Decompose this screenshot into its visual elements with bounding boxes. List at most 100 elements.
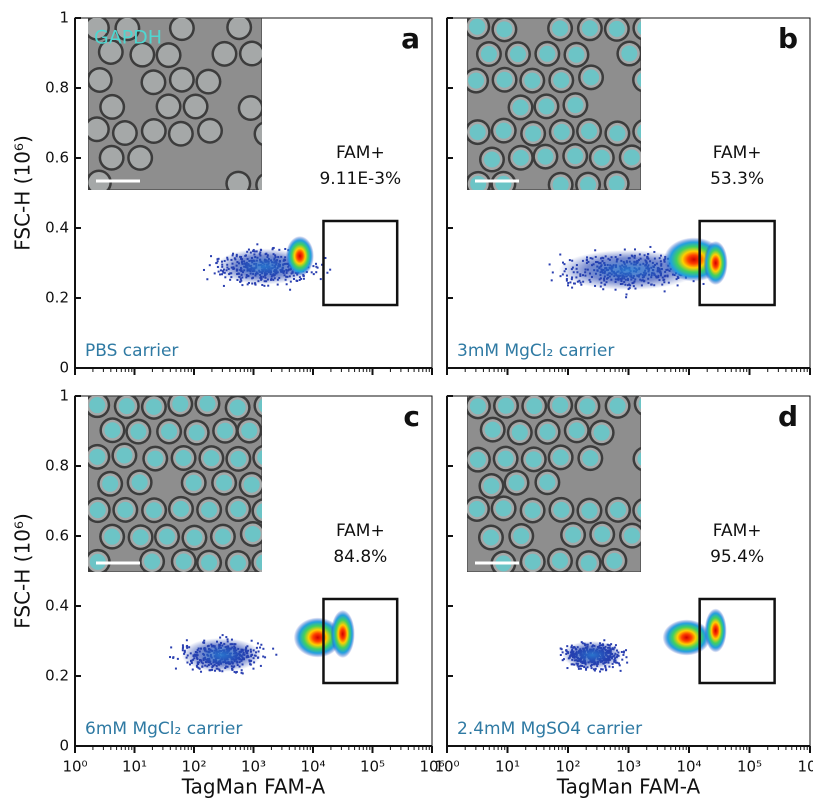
droplet-stain [654, 476, 670, 492]
event-dot [622, 653, 625, 656]
event-dot [561, 261, 564, 264]
event-dot [271, 247, 274, 250]
event-dot [300, 277, 303, 280]
event-dot [579, 667, 582, 670]
panel-letter: b [778, 22, 798, 55]
event-dot [316, 266, 319, 269]
event-dot [208, 264, 211, 267]
droplet-inner [257, 176, 262, 190]
event-dot [289, 280, 292, 283]
droplet-stain [188, 424, 205, 441]
droplet-stain [513, 528, 530, 545]
droplet-inner [143, 120, 165, 142]
event-dot [559, 275, 562, 278]
droplet-stain [594, 526, 611, 543]
droplet-inner [116, 18, 138, 39]
droplet-inner [158, 44, 180, 66]
droplet-stain [538, 98, 555, 115]
droplet-inner [199, 120, 221, 142]
droplet [647, 521, 673, 547]
event-dot [603, 639, 606, 642]
droplet-inner [228, 18, 250, 38]
event-dot [260, 643, 263, 646]
gate-percent: 84.8% [333, 547, 387, 567]
droplet [649, 471, 675, 497]
event-dot [233, 670, 236, 673]
droplet-stain [89, 502, 106, 519]
droplet-stain [89, 397, 106, 414]
droplet-stain [201, 554, 218, 571]
gate-label: FAM+ [713, 521, 762, 541]
event-dot [219, 636, 222, 639]
panel-letter: c [403, 400, 420, 433]
droplet-inner [269, 148, 290, 169]
event-dot [560, 648, 563, 651]
droplet-inner [88, 172, 110, 190]
droplet-stain [552, 176, 569, 190]
droplet-inner [129, 147, 151, 169]
event-dot [600, 668, 603, 671]
droplet-stain [609, 125, 626, 142]
event-dot [571, 286, 574, 289]
droplet [646, 421, 672, 447]
density-cloud [704, 608, 727, 653]
y-tick-label: 0.8 [45, 457, 69, 475]
inset [88, 18, 290, 190]
droplet-stain [483, 151, 500, 168]
droplet-inner [171, 18, 193, 39]
droplet-stain [495, 122, 512, 139]
droplet-stain [552, 449, 569, 466]
event-dot [315, 262, 318, 265]
event-dot [240, 669, 243, 672]
panel: FAM+ 53.3% b 3mM MgCl₂ carrier [446, 17, 811, 375]
gate-label: FAM+ [336, 521, 385, 541]
condition-label: 6mM MgCl₂ carrier [85, 719, 242, 739]
droplet-inner [213, 43, 235, 65]
event-dot [622, 651, 625, 654]
event-dot [172, 656, 175, 659]
droplet-stain [624, 527, 641, 544]
droplet-stain [480, 46, 497, 63]
droplet-stain [470, 175, 487, 190]
droplet-stain [539, 423, 556, 440]
droplet-stain [525, 125, 542, 142]
droplet-stain [483, 478, 500, 495]
droplet-stain [104, 422, 121, 439]
droplet-stain [217, 422, 234, 439]
event-dot [264, 656, 267, 659]
inset [467, 396, 675, 572]
droplet-stain [582, 450, 599, 467]
event-dot [225, 636, 228, 639]
gate [322, 597, 399, 685]
event-dot [614, 288, 617, 291]
droplet-inner [158, 95, 180, 117]
droplet-stain [469, 398, 486, 415]
droplet-stain [580, 176, 597, 190]
y-tick-label: 0 [59, 359, 69, 377]
event-dot [616, 661, 619, 664]
event-dot [256, 243, 259, 246]
condition-label: 2.4mM MgSO4 carrier [457, 719, 642, 739]
event-dot [181, 649, 184, 652]
event-dot [259, 664, 262, 667]
gate [698, 219, 776, 307]
condition-label: 3mM MgCl₂ carrier [457, 341, 614, 361]
density-cloud [703, 241, 728, 285]
y-tick-label: 1 [59, 387, 69, 405]
droplet-stain [583, 69, 600, 86]
event-dot [202, 268, 205, 271]
droplet-stain [175, 553, 192, 570]
droplet-stain [201, 501, 218, 518]
event-dot [185, 639, 188, 642]
x-tick-label: 10³ [616, 758, 641, 776]
droplet [266, 471, 292, 497]
x-tick-label: 10⁰ [434, 758, 459, 776]
droplet-stain [117, 501, 134, 518]
density-cloud [181, 638, 262, 672]
event-dot [569, 281, 572, 284]
droplet-stain [539, 474, 556, 491]
event-dot [567, 284, 570, 287]
droplet-inner [88, 118, 108, 140]
event-dot [241, 284, 244, 287]
